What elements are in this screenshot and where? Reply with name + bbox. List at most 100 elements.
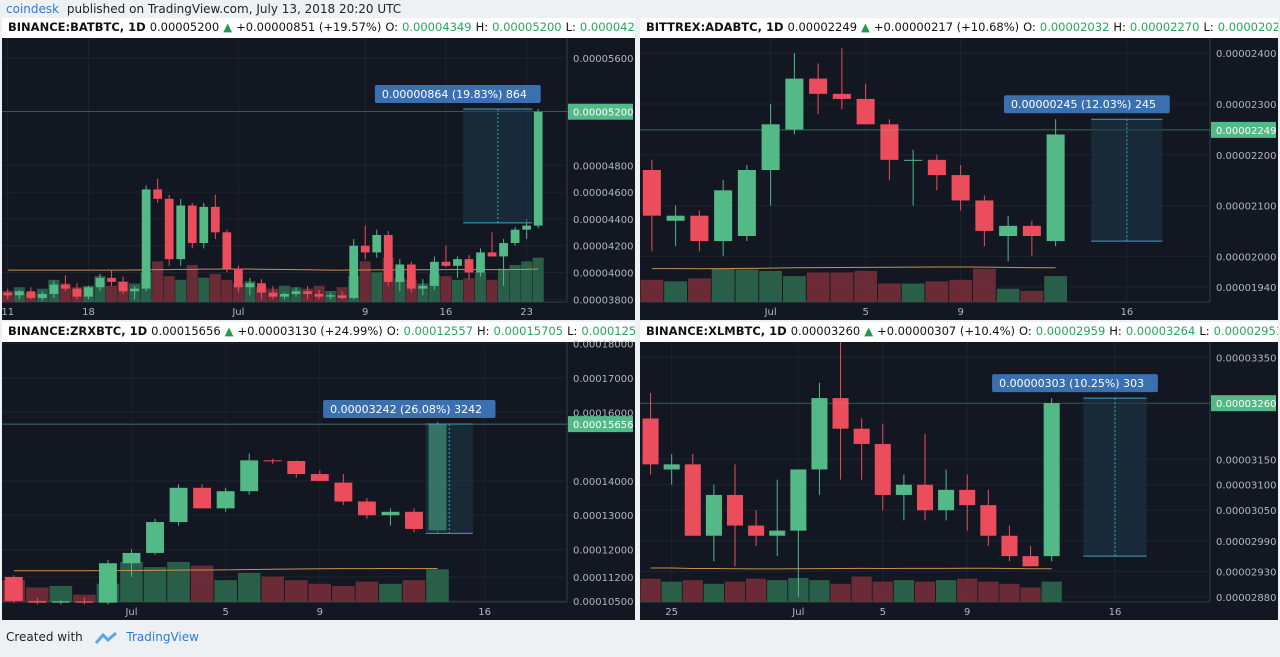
ohlc-key: O: (1023, 20, 1036, 34)
up-arrow-icon: ▲ (861, 20, 870, 34)
price-axis (567, 38, 635, 302)
chart-panel-zrxbtc[interactable]: 0.000180000.000170000.000160000.00015656… (2, 322, 635, 620)
volume-bar (451, 279, 463, 302)
chart-legend: BINANCE:XLMBTC, 1D 0.00003260 ▲ +0.00000307… (640, 322, 1278, 340)
candle-body (522, 225, 532, 230)
volume-bar (221, 279, 233, 302)
candle-body (26, 291, 36, 298)
volume-bar (711, 268, 735, 302)
volume-bar (999, 583, 1020, 602)
volume-bar (440, 276, 452, 302)
candle-body (785, 78, 804, 130)
last-price-label: 0.00002249 (1216, 126, 1276, 137)
ohlc-key: L: (1199, 324, 1210, 338)
chart-svg: 0.00005600 0.00004800 0.00004600 0.00004400… (2, 38, 635, 320)
candle-body (938, 489, 955, 511)
price-change: +0.00000307 (+10.4%) (877, 324, 1016, 338)
ohlc-key: H: (475, 20, 489, 34)
volume-bar (163, 276, 175, 302)
candle-body (268, 292, 278, 297)
candle-body (4, 576, 23, 601)
volume-bar (925, 281, 949, 302)
candle-body (3, 292, 13, 296)
candle-body (853, 428, 870, 444)
candle-body (1043, 403, 1060, 557)
volume-bar (198, 277, 210, 302)
ohlc-value: 0.00002959 (1035, 324, 1106, 338)
tradingview-link[interactable]: TradingView (126, 630, 199, 644)
x-tick-label: Jul (124, 607, 137, 618)
candle-body (360, 245, 370, 253)
author-link[interactable]: coindesk (6, 2, 60, 16)
x-tick-label: 16 (440, 307, 453, 318)
last-price-badge (568, 103, 633, 120)
volume-bar (1044, 276, 1068, 302)
candle-body (430, 261, 439, 286)
ohlc-value: 0.00015705 (493, 324, 564, 338)
last-price: 0.00015656 (151, 324, 221, 338)
candle-body (927, 159, 946, 176)
candle-body (130, 288, 139, 292)
last-price: 0.00003260 (790, 324, 861, 338)
volume-bar (214, 580, 237, 602)
y-tick-label: 0.00017000 (573, 374, 633, 385)
candle-body (726, 494, 744, 526)
y-tick-label: 0.00012000 (573, 546, 633, 557)
volume-bar (914, 581, 936, 602)
ohlc-value: 0.00002024 (1217, 20, 1278, 34)
last-price-label: 0.00005200 (573, 108, 633, 119)
candle-body (856, 98, 875, 125)
candle-body (153, 189, 163, 199)
ohlc-value: 0.00004256 (579, 20, 635, 34)
volume-bar (661, 581, 682, 602)
candle-body (874, 443, 891, 495)
y-tick-label: 0.00016000 (573, 408, 633, 419)
candle-body (245, 283, 255, 288)
candle-body (809, 78, 828, 94)
y-tick-label: 0.00013000 (573, 511, 633, 522)
candle-body (476, 252, 485, 273)
candle-body (959, 489, 976, 506)
candle-body (291, 291, 301, 294)
chart-legend: BINANCE:BATBTC, 1D 0.00005200 ▲ +0.00000851… (2, 18, 635, 36)
volume-bar (1020, 587, 1041, 602)
y-tick-label: 0.00002930 (1216, 567, 1276, 578)
volume-bar (49, 585, 73, 602)
candle-body (441, 261, 451, 266)
candle-body (1046, 134, 1065, 242)
chart-panel-batbtc[interactable]: 0.00005600 0.00004800 0.00004600 0.00004400… (2, 18, 635, 320)
y-tick-label: 0.00004000 (573, 269, 633, 280)
y-tick-label: 0.00001940 (1216, 283, 1276, 294)
last-price-badge (1211, 121, 1276, 138)
symbol-label: BINANCE:ZRXBTC, 1D (8, 324, 148, 338)
volume-bar (640, 578, 661, 602)
ohlc-value: 0.00012500 (581, 324, 635, 338)
volume-bar (120, 561, 143, 602)
chart-panel-xlmbtc[interactable]: 0.00003350 0.00003150 0.00003100 0.00003050… (640, 322, 1278, 620)
candle-body (95, 277, 105, 288)
volume-bar (972, 268, 996, 302)
candle-body (122, 552, 141, 564)
price-change: +0.00000851 (+19.57%) (236, 20, 382, 34)
chart-svg: 0.00002400 0.00002300 0.00002200 0.00002100… (640, 38, 1278, 320)
x-tick-label: Jul (231, 307, 244, 318)
volume-bar (26, 587, 49, 602)
chart-panel-adabtc[interactable]: 0.00002400 0.00002300 0.00002200 0.00002100… (640, 18, 1278, 320)
volume-bar (1020, 290, 1044, 302)
candle-body (464, 259, 474, 273)
volume-bar (474, 272, 487, 302)
volume-bar (355, 581, 379, 602)
y-tick-label: 0.00004200 (573, 242, 633, 253)
price-change: +0.00003130 (+24.99%) (237, 324, 383, 338)
chart-svg: 0.00003350 0.00003150 0.00003100 0.00003050… (640, 342, 1278, 620)
candle-body (832, 398, 849, 429)
x-tick-label: 11 (2, 307, 14, 318)
candle-body (187, 205, 197, 244)
candle-body (406, 264, 416, 289)
x-tick-label: 18 (82, 307, 95, 318)
volume-bar (809, 580, 830, 602)
candle-body (72, 288, 82, 297)
last-price-label: 0.00015656 (573, 420, 633, 431)
ohlc-key: O: (1019, 324, 1032, 338)
candle-body (418, 285, 428, 289)
